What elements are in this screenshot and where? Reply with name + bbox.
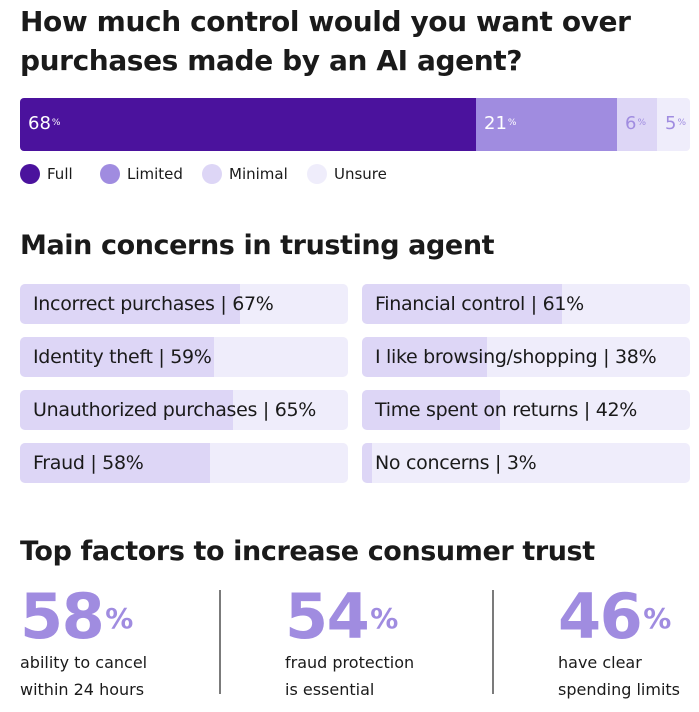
legend-swatch: [307, 164, 327, 184]
percent-sign: %: [677, 118, 687, 128]
factor-percentage: 58%: [20, 586, 133, 648]
concern-bar: Financial control | 61%: [362, 284, 690, 324]
control-bar-value: 6: [625, 113, 637, 134]
factor-description: fraud protection is essential: [285, 649, 414, 703]
concern-bar-fill: [20, 284, 240, 324]
factor-value: 54: [285, 580, 370, 653]
concern-bar: I like browsing/shopping | 38%: [362, 337, 690, 377]
legend-swatch: [100, 164, 120, 184]
factor-description-line-2: within 24 hours: [20, 680, 145, 699]
factors-title: Top factors to increase consumer trust: [20, 536, 595, 567]
percent-sign: %: [507, 118, 517, 128]
concern-label: Financial control | 61%: [375, 293, 584, 315]
concern-bar: Fraud | 58%: [20, 443, 348, 483]
percent-sign: %: [643, 602, 672, 635]
factor-divider: [492, 590, 494, 694]
factor-divider: [219, 590, 221, 694]
concern-label: No concerns | 3%: [375, 452, 537, 474]
legend-swatch: [202, 164, 222, 184]
percent-sign: %: [105, 602, 134, 635]
concern-label: Fraud | 58%: [33, 452, 144, 474]
concern-bar: Incorrect purchases | 67%: [20, 284, 348, 324]
concern-bar-fill: [362, 284, 562, 324]
concern-label: Identity theft | 59%: [33, 346, 212, 368]
control-bar-segment-limited: 21%: [476, 98, 617, 151]
factor-description: ability to cancel within 24 hours: [20, 649, 147, 703]
concern-bar-fill: [20, 390, 233, 430]
control-bar-label-minimal: 6%: [625, 113, 646, 135]
control-bar-label-limited: 21%: [484, 113, 516, 135]
percent-sign: %: [370, 602, 399, 635]
percent-sign: %: [51, 118, 61, 128]
trust-factor: 46% have clear spending limits: [558, 586, 693, 701]
factor-description-line-1: ability to cancel: [20, 653, 148, 672]
factor-description-line-2: is essential: [285, 680, 375, 699]
percent-sign: %: [637, 118, 647, 128]
trust-factor: 58% ability to cancel within 24 hours: [20, 586, 155, 701]
legend-swatch: [20, 164, 40, 184]
control-title-line-2: purchases made by an AI agent?: [20, 44, 523, 77]
factor-value: 58: [20, 580, 105, 653]
factor-percentage: 46%: [558, 586, 671, 648]
control-bar-segment-full: 68%: [20, 98, 476, 151]
control-bar-label-unsure: 5%: [665, 113, 686, 135]
legend-label: Minimal: [229, 165, 288, 183]
concern-bar-fill: [362, 337, 487, 377]
control-bar-value: 68: [28, 113, 51, 134]
control-legend: Full Limited Minimal Unsure: [20, 164, 690, 184]
control-chart-title: How much control would you want over pur…: [20, 2, 680, 80]
control-bar-segment-unsure: 5%: [657, 98, 690, 151]
control-bar-segment-minimal: 6%: [617, 98, 657, 151]
control-title-line-1: How much control would you want over: [20, 5, 631, 38]
concern-bar-fill: [20, 443, 210, 483]
legend-label: Limited: [127, 165, 183, 183]
concern-bar-fill: [20, 337, 214, 377]
trust-factor: 54% fraud protection is essential: [285, 586, 420, 701]
concern-label: Incorrect purchases | 67%: [33, 293, 274, 315]
control-bar-value: 5: [665, 113, 677, 134]
concern-bar: Identity theft | 59%: [20, 337, 348, 377]
concern-label: I like browsing/shopping | 38%: [375, 346, 657, 368]
control-stacked-bar: 68% 21% 6% 5%: [20, 98, 690, 151]
control-bar-label-full: 68%: [28, 113, 60, 135]
concern-label: Time spent on returns | 42%: [375, 399, 638, 421]
concern-bar-fill: [362, 443, 372, 483]
factor-description-line-2: spending limits: [558, 680, 680, 699]
concerns-title: Main concerns in trusting agent: [20, 230, 495, 261]
legend-label: Full: [47, 165, 73, 183]
factor-value: 46: [558, 580, 643, 653]
concern-bar: Time spent on returns | 42%: [362, 390, 690, 430]
concern-bar: No concerns | 3%: [362, 443, 690, 483]
concern-bar-fill: [362, 390, 500, 430]
concern-bar: Unauthorized purchases | 65%: [20, 390, 348, 430]
legend-label: Unsure: [334, 165, 387, 183]
control-bar-value: 21: [484, 113, 507, 134]
factor-description: have clear spending limits: [558, 649, 680, 703]
factor-description-line-1: fraud protection: [285, 653, 415, 672]
factor-description-line-1: have clear: [558, 653, 642, 672]
factor-percentage: 54%: [285, 586, 398, 648]
concern-label: Unauthorized purchases | 65%: [33, 399, 317, 421]
